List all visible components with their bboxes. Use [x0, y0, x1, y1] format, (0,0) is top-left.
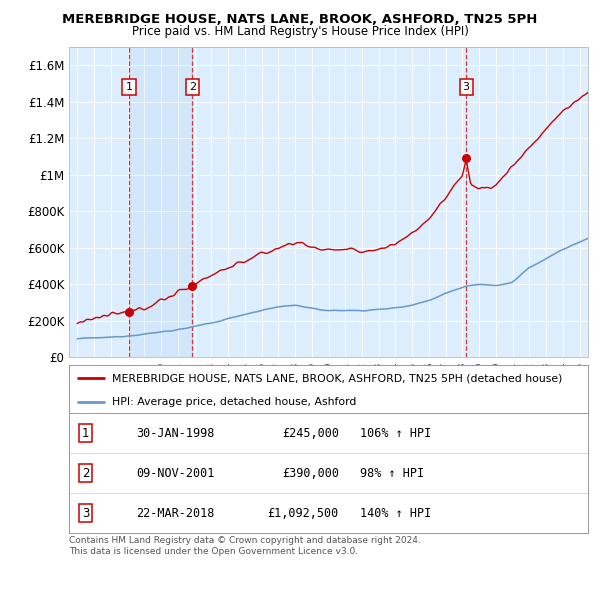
Text: 1: 1 — [82, 427, 89, 440]
Text: 3: 3 — [82, 507, 89, 520]
Text: 2: 2 — [82, 467, 89, 480]
Text: 106% ↑ HPI: 106% ↑ HPI — [359, 427, 431, 440]
Text: 98% ↑ HPI: 98% ↑ HPI — [359, 467, 424, 480]
Text: 3: 3 — [463, 82, 470, 92]
Text: MEREBRIDGE HOUSE, NATS LANE, BROOK, ASHFORD, TN25 5PH: MEREBRIDGE HOUSE, NATS LANE, BROOK, ASHF… — [62, 13, 538, 26]
Text: MEREBRIDGE HOUSE, NATS LANE, BROOK, ASHFORD, TN25 5PH (detached house): MEREBRIDGE HOUSE, NATS LANE, BROOK, ASHF… — [112, 373, 562, 383]
Text: 22-MAR-2018: 22-MAR-2018 — [136, 507, 215, 520]
Bar — [129, 47, 192, 357]
Text: £1,092,500: £1,092,500 — [268, 507, 339, 520]
Text: Price paid vs. HM Land Registry's House Price Index (HPI): Price paid vs. HM Land Registry's House … — [131, 25, 469, 38]
Text: £390,000: £390,000 — [282, 467, 339, 480]
Text: Contains HM Land Registry data © Crown copyright and database right 2024.
This d: Contains HM Land Registry data © Crown c… — [69, 536, 421, 556]
Text: 1: 1 — [125, 82, 133, 92]
Text: 30-JAN-1998: 30-JAN-1998 — [136, 427, 215, 440]
Text: HPI: Average price, detached house, Ashford: HPI: Average price, detached house, Ashf… — [112, 397, 356, 407]
Text: 2: 2 — [188, 82, 196, 92]
Text: £245,000: £245,000 — [282, 427, 339, 440]
Text: 140% ↑ HPI: 140% ↑ HPI — [359, 507, 431, 520]
Text: 09-NOV-2001: 09-NOV-2001 — [136, 467, 215, 480]
